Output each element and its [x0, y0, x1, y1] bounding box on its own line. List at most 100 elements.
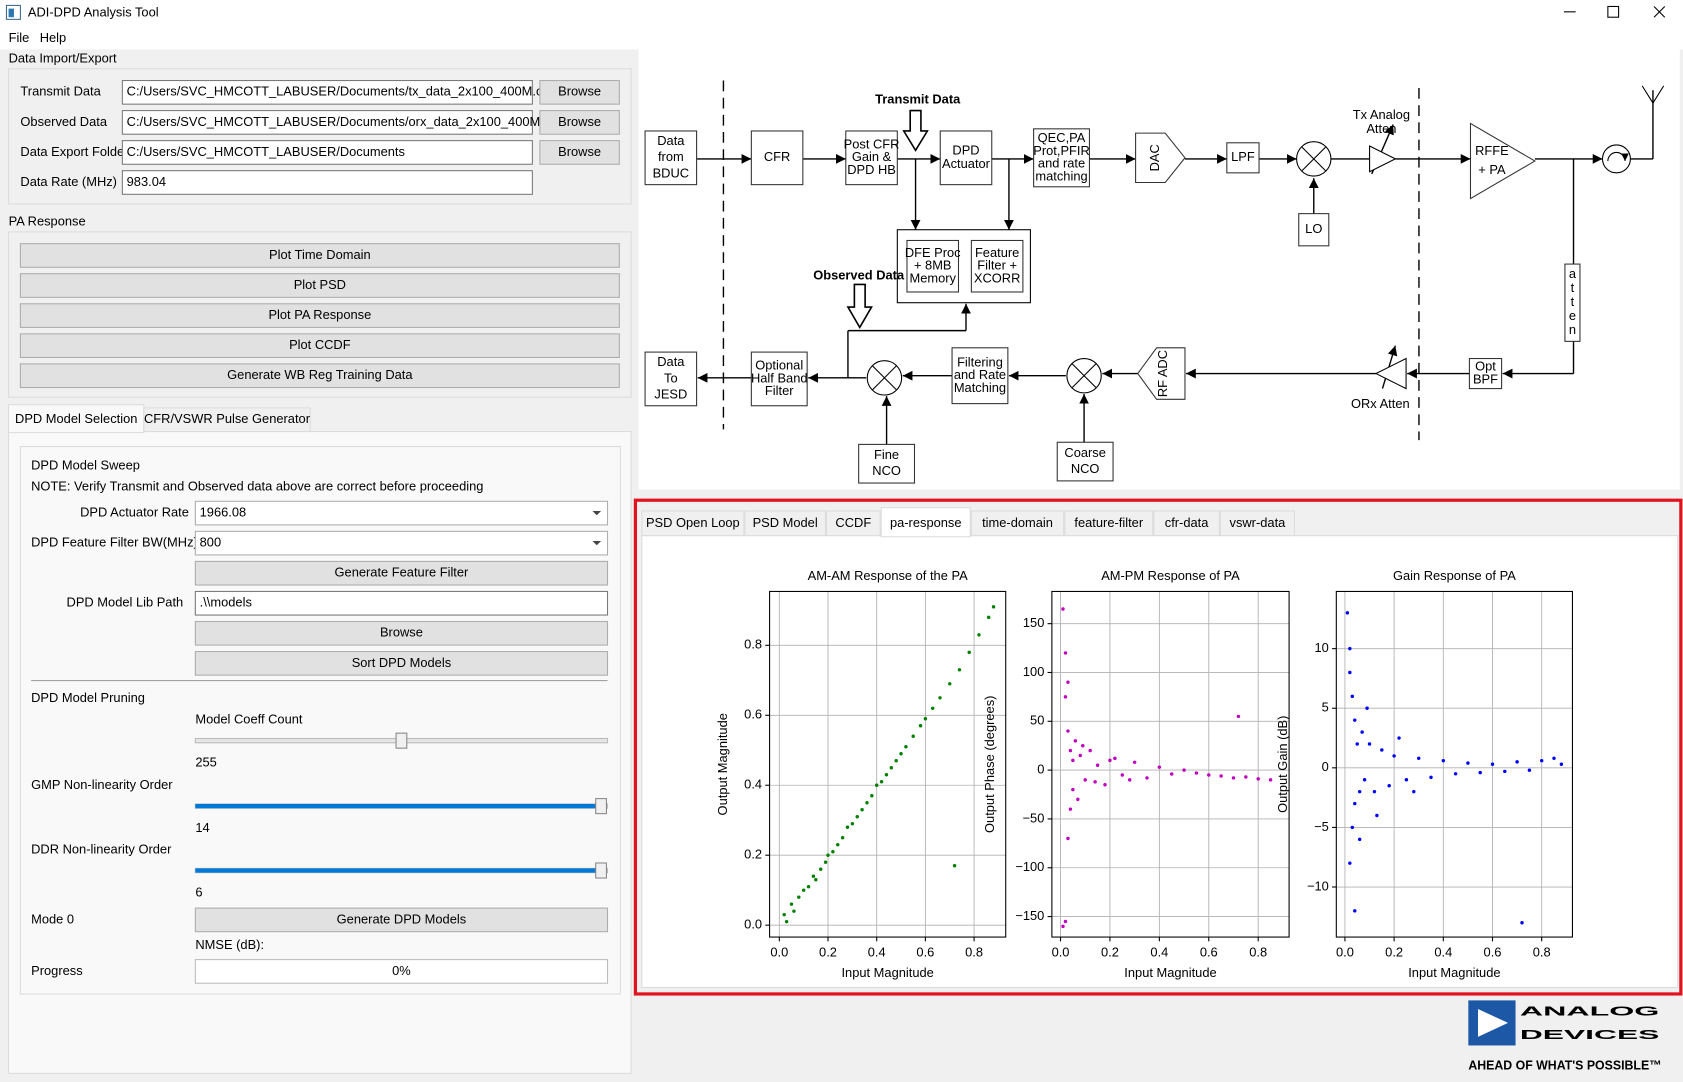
field-label: Data Export Folder — [20, 144, 129, 159]
diagram-label: + PA — [1478, 162, 1506, 177]
tab-label: DPD Model Selection — [15, 411, 137, 426]
slider-handle[interactable] — [395, 732, 408, 749]
action-button[interactable] — [19, 363, 620, 389]
action-button[interactable] — [194, 907, 609, 933]
data-point — [923, 717, 928, 721]
action-button[interactable] — [194, 651, 609, 676]
text-input[interactable] — [194, 590, 609, 616]
data-point — [952, 863, 957, 868]
data-point — [1083, 778, 1087, 782]
close-button[interactable] — [1653, 6, 1666, 18]
data-point — [1559, 762, 1564, 766]
diagram-label: LO — [1305, 221, 1322, 236]
data-point — [1207, 773, 1211, 777]
action-button[interactable] — [19, 303, 620, 328]
diagram-label: a — [1569, 266, 1577, 281]
browse-button[interactable] — [539, 110, 620, 135]
axes-frame — [1335, 590, 1573, 938]
text-input[interactable] — [121, 170, 533, 195]
diagram-label: RFFE — [1475, 143, 1509, 158]
plot-tab[interactable] — [880, 507, 971, 538]
plot-tab[interactable] — [970, 510, 1065, 537]
data-point — [1527, 768, 1532, 772]
browse-button[interactable] — [194, 620, 609, 646]
diagram-label: Matching — [954, 380, 1006, 395]
data-point — [1441, 758, 1446, 763]
diagram-block — [1564, 263, 1581, 342]
hollow-arrow — [902, 109, 929, 152]
section-title: DPD Model Pruning — [31, 690, 145, 705]
y-tick-label: 0 — [1322, 759, 1329, 774]
group-title: PA Response — [9, 214, 86, 229]
data-point — [1244, 775, 1248, 779]
x-axis-label: Input Magnitude — [1124, 965, 1216, 980]
plot-tab[interactable] — [744, 510, 826, 537]
diagram-block — [750, 351, 808, 407]
plot-tab[interactable] — [1219, 510, 1295, 537]
diagram-label: QEC,PA — [1038, 130, 1086, 145]
data-point — [1066, 836, 1070, 841]
data-point — [1068, 748, 1073, 753]
slider-handle[interactable] — [595, 862, 607, 879]
text-input[interactable] — [121, 110, 533, 135]
text-input[interactable] — [121, 140, 533, 165]
x-tick-label: 0.8 — [1249, 945, 1267, 960]
chart-title: AM-PM Response of PA — [1101, 568, 1240, 583]
combo-box[interactable] — [194, 500, 609, 526]
diagram-block — [644, 351, 698, 407]
tab[interactable] — [143, 407, 311, 433]
data-point — [1348, 670, 1352, 675]
data-point — [1412, 789, 1416, 794]
slider-value: 6 — [195, 884, 202, 899]
data-point — [1071, 758, 1075, 763]
text-input[interactable] — [121, 79, 533, 105]
maximize-button[interactable] — [1607, 5, 1620, 18]
data-point — [1268, 778, 1273, 782]
data-point — [1219, 774, 1223, 778]
action-button[interactable] — [19, 333, 620, 358]
data-point — [911, 734, 915, 738]
field-label: DPD Actuator Rate — [80, 504, 189, 519]
y-axis-label: Output Gain (dB) — [1275, 716, 1290, 813]
plot-tab[interactable] — [641, 510, 745, 537]
field-label: NMSE (dB): — [195, 937, 264, 952]
data-point — [797, 895, 801, 899]
data-point — [1357, 789, 1362, 794]
data-point — [870, 794, 874, 798]
action-button[interactable] — [19, 243, 620, 268]
action-button[interactable] — [194, 560, 609, 586]
plot-area — [1336, 591, 1573, 938]
combo-box[interactable] — [194, 530, 609, 556]
data-point — [1357, 837, 1362, 842]
data-point — [855, 815, 859, 819]
x-tick-label: 0.8 — [965, 945, 983, 960]
data-point — [1081, 743, 1085, 748]
diagram-block — [906, 239, 960, 293]
data-point — [1068, 807, 1073, 811]
title-bar — [0, 0, 1683, 50]
x-tick-label: 0.8 — [1533, 945, 1551, 960]
plot-area — [1051, 591, 1290, 938]
browse-button[interactable] — [539, 79, 620, 105]
plot-tab[interactable] — [1153, 510, 1220, 537]
x-tick-label: 0.2 — [1101, 945, 1119, 960]
plot-tab[interactable] — [825, 510, 881, 537]
logo-tagline: AHEAD OF WHAT'S POSSIBLE™ — [1468, 1057, 1661, 1072]
x-tick-label: 0.4 — [1434, 945, 1452, 960]
plot-area — [769, 591, 1006, 938]
circulator — [1601, 144, 1631, 174]
data-point — [1515, 760, 1519, 764]
diagram-label: Fine — [874, 447, 899, 462]
plot-tab[interactable] — [1064, 510, 1154, 537]
action-button[interactable] — [19, 273, 620, 298]
diagram-label: e — [1569, 308, 1576, 323]
y-tick-label: 0.6 — [744, 707, 762, 722]
field-label: Mode 0 — [31, 911, 74, 926]
browse-button[interactable] — [539, 140, 620, 165]
field-label: Progress — [31, 963, 83, 978]
slider-handle[interactable] — [595, 798, 607, 815]
tab[interactable] — [8, 404, 145, 434]
combo-value: 800 — [200, 535, 221, 550]
progress-bar — [194, 959, 609, 984]
data-point — [1372, 789, 1377, 794]
